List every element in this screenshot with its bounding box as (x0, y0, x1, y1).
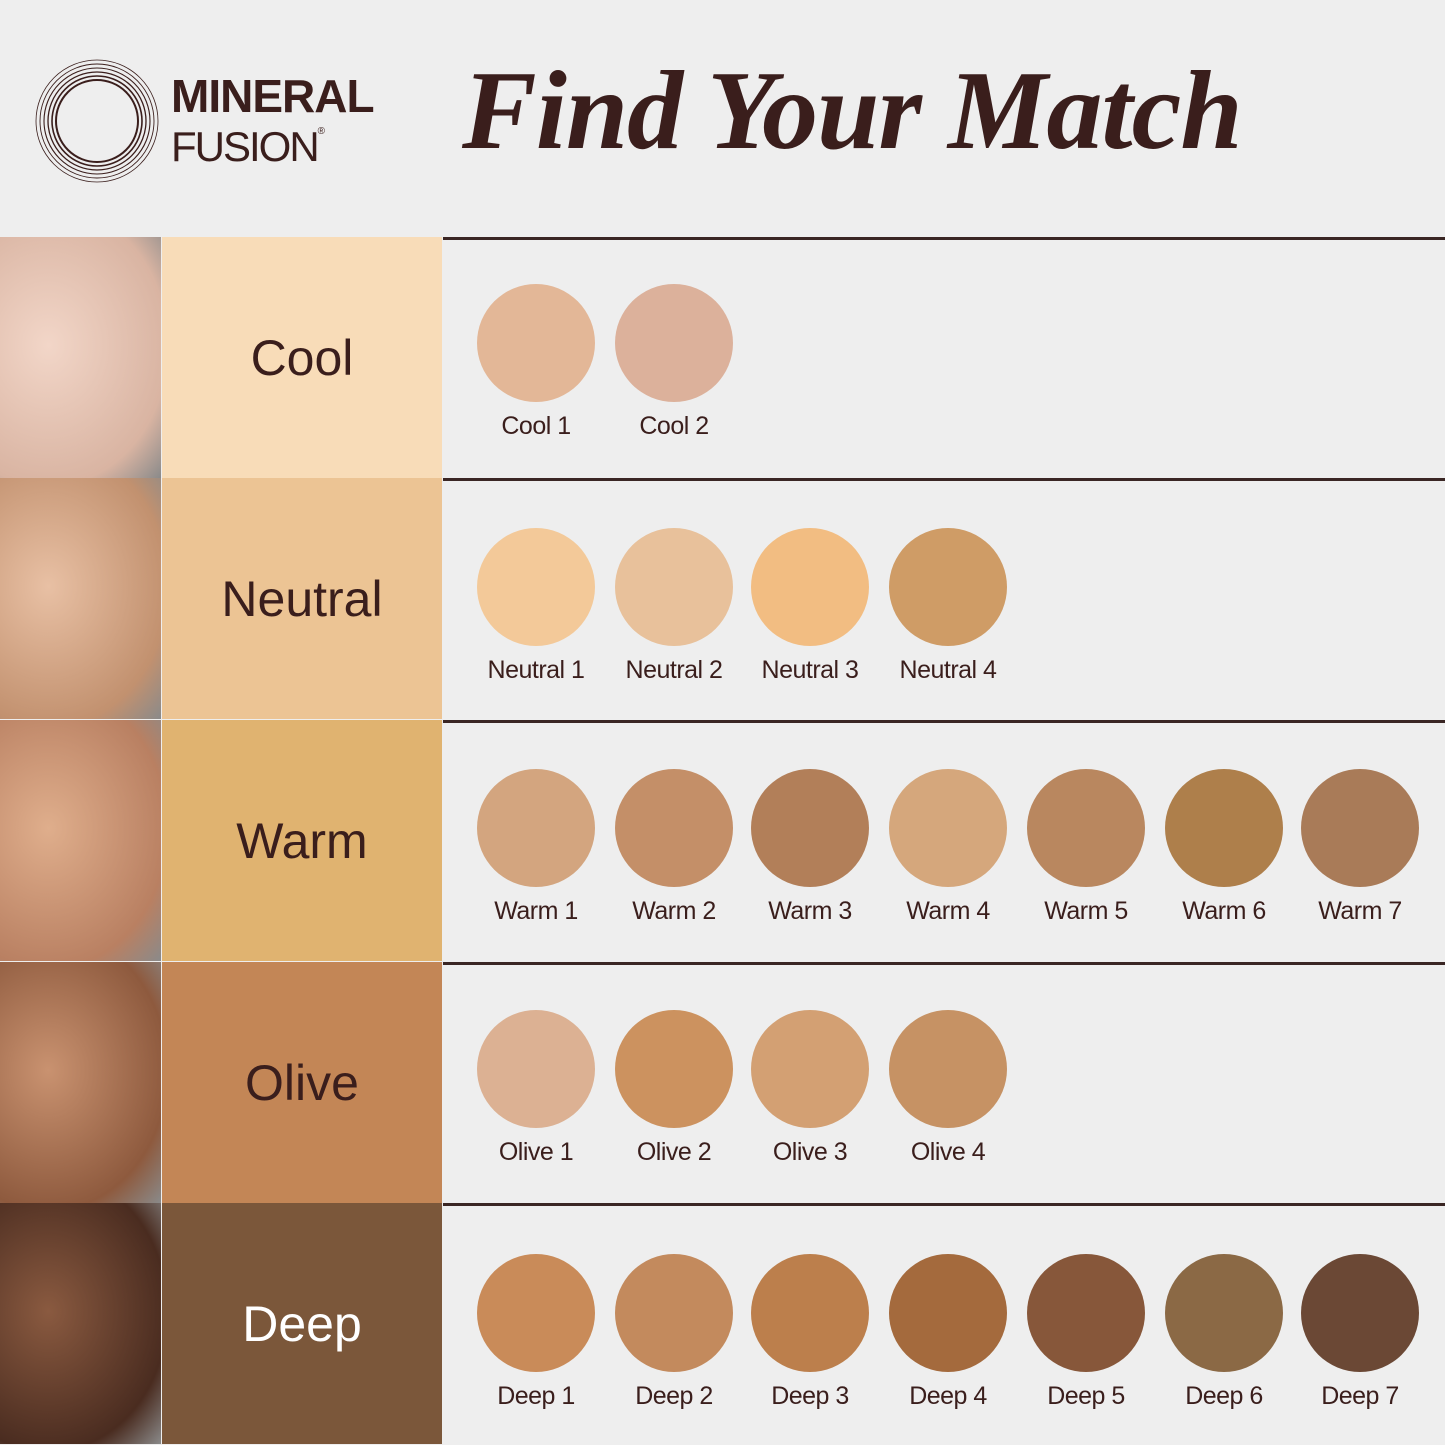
model-photo (0, 1203, 161, 1444)
shade-swatch[interactable]: Warm 3 (741, 769, 879, 926)
shade-swatch[interactable]: Neutral 3 (741, 528, 879, 685)
shade-label: Neutral 4 (899, 656, 997, 684)
shade-color-circle[interactable] (889, 528, 1007, 646)
tone-label: Neutral (162, 478, 442, 719)
tone-label: Cool (162, 237, 442, 478)
shade-label: Olive 3 (772, 1138, 848, 1166)
shade-color-circle[interactable] (615, 528, 733, 646)
shade-swatch[interactable]: Deep 2 (605, 1254, 743, 1411)
shade-label: Deep 1 (497, 1382, 575, 1410)
model-photo (0, 478, 161, 719)
page-title: Find Your Match (462, 49, 1243, 173)
shade-color-circle[interactable] (751, 769, 869, 887)
shade-color-circle[interactable] (615, 284, 733, 402)
shade-swatch[interactable]: Neutral 1 (467, 528, 605, 685)
model-photo (0, 720, 161, 961)
row-divider (443, 720, 1445, 723)
shade-color-circle[interactable] (1301, 1254, 1419, 1372)
shade-label: Cool 2 (639, 412, 709, 440)
shade-color-circle[interactable] (1027, 1254, 1145, 1372)
shade-swatch[interactable]: Warm 2 (605, 769, 743, 926)
shade-label: Deep 5 (1047, 1382, 1125, 1410)
row-divider (443, 962, 1445, 965)
brand-fusion: FUSION® (171, 124, 325, 170)
shade-label: Warm 7 (1318, 897, 1402, 925)
shade-label: Warm 6 (1182, 897, 1266, 925)
logo-rings-icon (35, 59, 159, 183)
shade-color-circle[interactable] (477, 528, 595, 646)
shade-label: Warm 4 (906, 897, 990, 925)
shade-label: Olive 2 (636, 1138, 712, 1166)
shade-label: Deep 3 (771, 1382, 849, 1410)
shade-swatch[interactable]: Deep 3 (741, 1254, 879, 1411)
shade-swatch[interactable]: Olive 3 (741, 1010, 879, 1167)
tone-label: Olive (162, 962, 442, 1203)
registered-mark: ® (317, 126, 326, 137)
model-photo (0, 962, 161, 1203)
shade-swatch[interactable]: Deep 7 (1291, 1254, 1429, 1411)
tone-row-warm: Warm Warm 1 Warm 2 Warm 3 Warm 4 Warm 5 … (0, 720, 1445, 961)
shade-color-circle[interactable] (889, 1010, 1007, 1128)
shade-swatch[interactable]: Deep 1 (467, 1254, 605, 1411)
row-divider (443, 237, 1445, 240)
tone-label: Deep (162, 1203, 442, 1444)
shade-label: Olive 4 (910, 1138, 986, 1166)
shade-color-circle[interactable] (615, 1010, 733, 1128)
shade-color-circle[interactable] (1301, 769, 1419, 887)
brand-fusion-text: FUSION (171, 123, 320, 170)
mineral-fusion-logo: MINERAL FUSION® (34, 58, 424, 184)
shade-swatch[interactable]: Warm 1 (467, 769, 605, 926)
shade-swatch[interactable]: Warm 4 (879, 769, 1017, 926)
shade-swatch[interactable]: Warm 6 (1155, 769, 1293, 926)
shade-color-circle[interactable] (477, 284, 595, 402)
shade-color-circle[interactable] (751, 528, 869, 646)
shade-swatch[interactable]: Warm 5 (1017, 769, 1155, 926)
shade-label: Neutral 3 (761, 656, 859, 684)
shade-swatch[interactable]: Neutral 2 (605, 528, 743, 685)
shade-swatch[interactable]: Deep 4 (879, 1254, 1017, 1411)
shade-label: Deep 7 (1321, 1382, 1399, 1410)
model-photo (0, 237, 161, 478)
shade-color-circle[interactable] (751, 1010, 869, 1128)
shade-color-circle[interactable] (1165, 769, 1283, 887)
shade-color-circle[interactable] (477, 769, 595, 887)
row-divider (443, 1203, 1445, 1206)
shade-swatch[interactable]: Olive 2 (605, 1010, 743, 1167)
tone-row-deep: Deep Deep 1 Deep 2 Deep 3 Deep 4 Deep 5 … (0, 1203, 1445, 1444)
shade-label: Neutral 1 (487, 656, 585, 684)
shade-label: Cool 1 (501, 412, 571, 440)
shade-label: Olive 1 (498, 1138, 574, 1166)
shade-label: Deep 6 (1185, 1382, 1263, 1410)
tone-row-olive: Olive Olive 1 Olive 2 Olive 3 Olive 4 (0, 962, 1445, 1203)
shade-swatch[interactable]: Olive 1 (467, 1010, 605, 1167)
shade-label: Neutral 2 (625, 656, 723, 684)
tone-label: Warm (162, 720, 442, 961)
shade-swatch[interactable]: Deep 5 (1017, 1254, 1155, 1411)
tone-row-cool: Cool Cool 1 Cool 2 (0, 237, 1445, 478)
shade-label: Warm 1 (494, 897, 578, 925)
shade-color-circle[interactable] (477, 1254, 595, 1372)
row-divider (443, 478, 1445, 481)
shade-swatch[interactable]: Cool 1 (467, 284, 605, 441)
shade-color-circle[interactable] (615, 1254, 733, 1372)
shade-swatch[interactable]: Olive 4 (879, 1010, 1017, 1167)
shade-color-circle[interactable] (889, 769, 1007, 887)
shade-swatch[interactable]: Deep 6 (1155, 1254, 1293, 1411)
shade-swatch[interactable]: Cool 2 (605, 284, 743, 441)
shade-label: Deep 2 (635, 1382, 713, 1410)
shade-label: Warm 5 (1044, 897, 1128, 925)
shade-color-circle[interactable] (751, 1254, 869, 1372)
shade-color-circle[interactable] (477, 1010, 595, 1128)
shade-swatch[interactable]: Warm 7 (1291, 769, 1429, 926)
shade-color-circle[interactable] (1165, 1254, 1283, 1372)
brand-mineral: MINERAL (171, 70, 375, 122)
shade-color-circle[interactable] (1027, 769, 1145, 887)
shade-label: Warm 3 (768, 897, 852, 925)
tone-row-neutral: Neutral Neutral 1 Neutral 2 Neutral 3 Ne… (0, 478, 1445, 719)
shade-color-circle[interactable] (615, 769, 733, 887)
shade-label: Warm 2 (632, 897, 716, 925)
shade-color-circle[interactable] (889, 1254, 1007, 1372)
shade-swatch[interactable]: Neutral 4 (879, 528, 1017, 685)
shade-label: Deep 4 (909, 1382, 987, 1410)
